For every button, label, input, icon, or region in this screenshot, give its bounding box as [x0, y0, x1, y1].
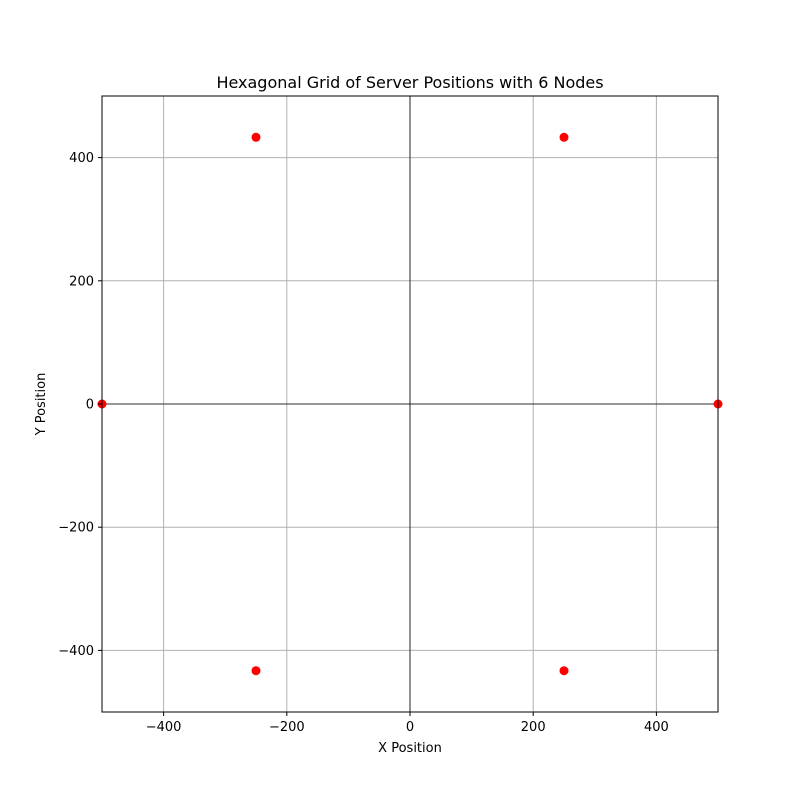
- x-tick-label-2: 0: [406, 720, 414, 735]
- server-node-point-3: [251, 132, 261, 142]
- x-tick-label-3: 200: [521, 720, 546, 735]
- server-node-point-5: [251, 666, 261, 676]
- data-points: [97, 132, 723, 676]
- server-node-point-2: [559, 132, 569, 142]
- x-axis-label: X Position: [378, 741, 442, 756]
- server-node-point-6: [559, 666, 569, 676]
- y-axis-ticks: −400 −200 0 200 400: [58, 151, 102, 659]
- y-tick-label-0: −400: [58, 644, 94, 659]
- y-axis-label: Y Position: [34, 373, 49, 437]
- y-tick-label-2: 0: [86, 398, 94, 413]
- x-tick-label-1: −200: [269, 720, 305, 735]
- zero-axis-lines: [102, 96, 718, 712]
- x-tick-label-0: −400: [146, 720, 182, 735]
- x-axis-ticks: −400 −200 0 200 400: [146, 712, 669, 735]
- chart-title: Hexagonal Grid of Server Positions with …: [216, 73, 603, 92]
- y-tick-label-1: −200: [58, 521, 94, 536]
- x-tick-label-4: 400: [644, 720, 669, 735]
- y-tick-label-4: 400: [69, 151, 94, 166]
- y-tick-label-3: 200: [69, 274, 94, 289]
